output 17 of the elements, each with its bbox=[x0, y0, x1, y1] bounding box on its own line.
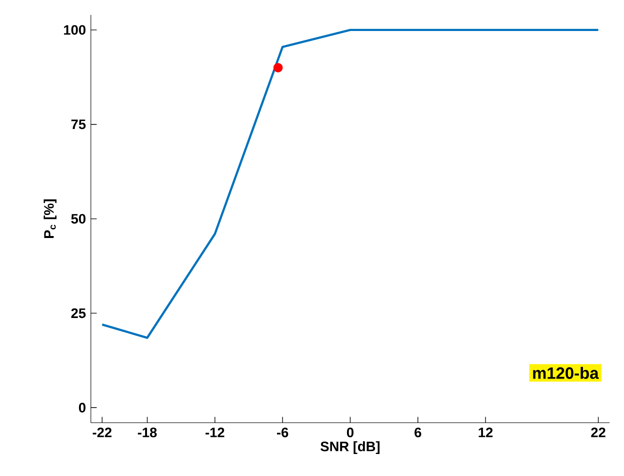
x-tick-label: -6 bbox=[277, 428, 288, 438]
x-tick-label: -12 bbox=[206, 428, 224, 438]
x-tick-label: 6 bbox=[414, 428, 422, 438]
x-axis-title: SNR [dB] bbox=[320, 441, 380, 454]
y-tick-label: 50 bbox=[71, 214, 86, 224]
y-tick-label: 75 bbox=[71, 120, 86, 130]
x-tick-label: -22 bbox=[92, 428, 112, 438]
x-tick-label: 22 bbox=[591, 428, 606, 438]
y-tick-label: 0 bbox=[78, 402, 86, 413]
x-tick-label: 12 bbox=[478, 428, 493, 438]
annotation: m120-ba bbox=[533, 366, 599, 380]
line-series bbox=[101, 28, 600, 339]
y-tick-label: 100 bbox=[64, 25, 86, 35]
y-tick-label: 25 bbox=[71, 308, 86, 318]
y-axis-title: P$_{c}$ [%] bbox=[44, 200, 56, 238]
x-tick-label: 0 bbox=[346, 428, 354, 438]
x-tick-label: -18 bbox=[138, 428, 157, 438]
